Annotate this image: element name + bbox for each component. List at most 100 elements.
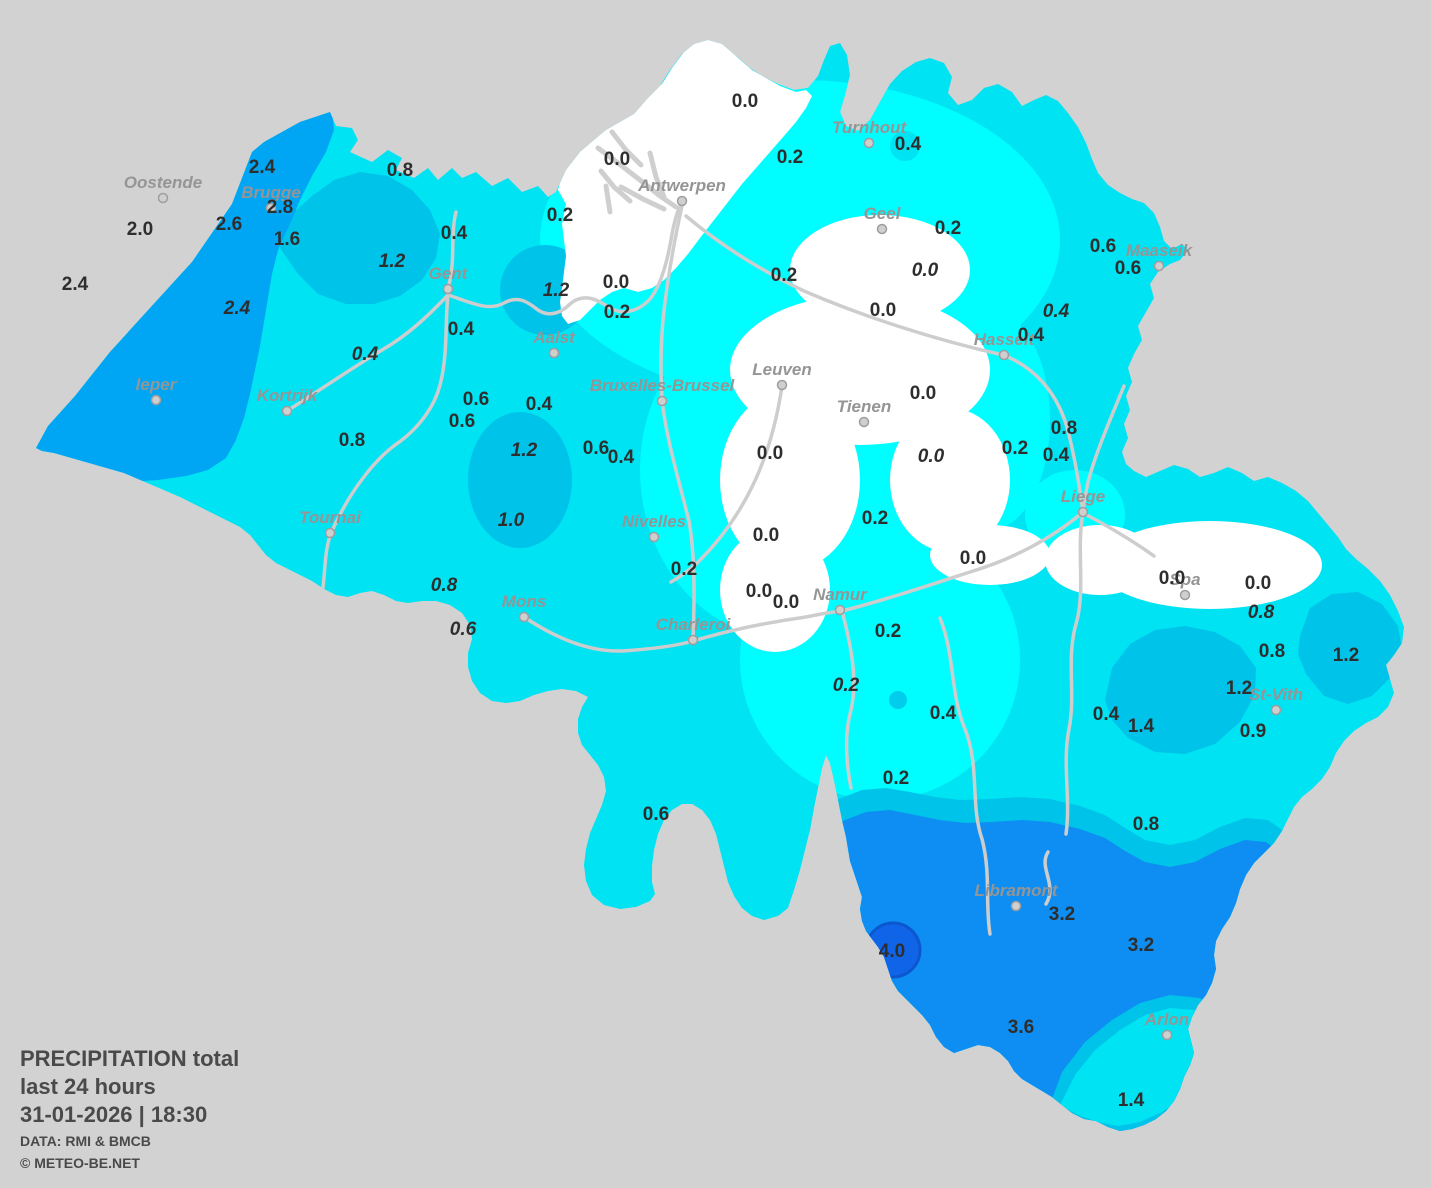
spot-center-south: [889, 691, 907, 709]
precip-value: 2.6: [216, 214, 242, 235]
precip-value: 1.2: [1226, 678, 1252, 699]
map-datetime: 31-01-2026 | 18:30: [20, 1102, 207, 1127]
city-label-gent: Gent: [429, 264, 469, 283]
city-label-hasselt: Hasselt: [974, 330, 1036, 349]
city-marker-leuven: [776, 379, 788, 391]
precip-value: 3.6: [1008, 1017, 1034, 1038]
band-lightblue-east: [1298, 592, 1402, 704]
precip-value: 0.0: [746, 581, 772, 602]
precip-value: 0.2: [935, 218, 961, 239]
precip-value: 0.0: [773, 592, 799, 613]
precip-value: 1.4: [1118, 1090, 1145, 1111]
precip-value: 0.6: [1090, 236, 1116, 257]
city-marker-maaseik: [1153, 260, 1165, 272]
band-azure-west-flanders: [36, 110, 334, 482]
city-marker-bruxelles-brussel: [656, 395, 668, 407]
city-marker-arlon: [1161, 1029, 1173, 1041]
city-marker-ieper: [150, 394, 162, 406]
city-marker-nivelles: [648, 531, 660, 543]
precip-value: 0.6: [463, 389, 489, 410]
city-marker-namur: [834, 604, 846, 616]
precip-value: 0.2: [771, 265, 797, 286]
precip-value: 0.2: [671, 559, 697, 580]
precip-value: 0.9: [1240, 721, 1266, 742]
estuary-channel-4: [618, 184, 667, 212]
precip-value: 0.4: [1018, 325, 1045, 346]
precip-value: 2.4: [223, 298, 251, 319]
precip-value: 0.0: [757, 443, 783, 464]
city-label-leuven: Leuven: [752, 360, 812, 379]
river-ourthe: [1064, 511, 1085, 836]
spot-turnhout: [890, 131, 920, 161]
city-marker-oostende: [157, 192, 169, 204]
precip-value: 0.6: [583, 438, 609, 459]
precip-value: 0.0: [918, 446, 945, 467]
river-meuse-north: [1081, 384, 1126, 514]
precip-value: 0.8: [1051, 418, 1077, 439]
precip-value: 4.0: [879, 941, 905, 962]
precip-value: 0.8: [431, 575, 458, 596]
map-subtitle: last 24 hours: [20, 1074, 156, 1099]
band-lightblue-brugge: [280, 172, 440, 304]
band-white-spa: [1098, 521, 1322, 609]
band-white-antwerp-estuary: [558, 40, 812, 324]
precip-value: 0.0: [604, 149, 630, 170]
precip-value: 0.0: [1245, 573, 1271, 594]
river-vesdre: [1081, 511, 1156, 558]
city-label-libramont: Libramont: [974, 881, 1058, 900]
city-marker-tournai: [324, 527, 336, 539]
precip-value: 2.4: [249, 157, 276, 178]
city-marker-turnhout: [863, 137, 875, 149]
city-marker-tienen: [858, 416, 870, 428]
city-label-nivelles: Nivelles: [622, 512, 686, 531]
band-lightblue-aalst-south: [468, 412, 572, 548]
precip-value: 0.4: [1043, 301, 1070, 322]
precip-value: 1.2: [1333, 645, 1359, 666]
precip-value: 3.2: [1049, 904, 1075, 925]
estuary-channel-2: [609, 129, 644, 168]
precip-value: 0.0: [603, 272, 629, 293]
precip-value: 0.4: [930, 703, 957, 724]
precip-value: 1.0: [498, 510, 525, 531]
city-marker-liege: [1077, 506, 1089, 518]
band-lightblue-stvith: [1105, 626, 1256, 754]
precip-value: 0.4: [1043, 445, 1070, 466]
city-label-spa: Spa: [1169, 570, 1200, 589]
city-label-geel: Geel: [864, 204, 902, 223]
city-marker-gent: [442, 283, 454, 295]
city-label-liege: Liege: [1061, 487, 1105, 506]
precip-value: 0.6: [1115, 258, 1141, 279]
precip-value: 0.8: [387, 160, 413, 181]
city-marker-spa: [1179, 589, 1191, 601]
precip-value: 0.2: [547, 205, 573, 226]
title-block: PRECIPITATION total last 24 hours 31-01-…: [20, 1046, 239, 1171]
river-libramont: [1043, 850, 1052, 906]
city-marker-libramont: [1010, 900, 1022, 912]
precip-value: 0.0: [912, 260, 939, 281]
precip-value: 0.6: [643, 804, 669, 825]
river-scheldt-upper: [329, 293, 450, 535]
city-label-brugge: Brugge: [241, 183, 301, 202]
city-label-kortrijk: Kortrijk: [257, 386, 319, 405]
precip-value: 1.2: [511, 440, 538, 461]
copyright: © METEO-BE.NET: [20, 1155, 140, 1171]
precip-value: 0.4: [895, 134, 922, 155]
precip-value: 0.2: [1002, 438, 1028, 459]
city-marker-antwerpen: [676, 195, 688, 207]
precip-value: 0.0: [910, 383, 936, 404]
city-label-tournai: Tournai: [299, 508, 362, 527]
precip-value: 1.2: [379, 251, 406, 272]
precip-value: 0.8: [339, 430, 365, 451]
city-marker-kortrijk: [281, 405, 293, 417]
precip-value: 0.6: [449, 411, 475, 432]
precip-value: 0.4: [448, 319, 475, 340]
precip-value: 0.4: [352, 344, 379, 365]
precip-value: 2.8: [267, 197, 293, 218]
precip-value: 0.6: [450, 619, 477, 640]
values-layer: 0.0 0.2 0.4 0.0 2.4 0.8 2.8 2.6 2.0 1.6 0.4 1.2 0.2 0…: [62, 91, 1359, 1111]
map-title: PRECIPITATION total: [20, 1046, 239, 1071]
city-marker-charleroi: [687, 634, 699, 646]
precip-value: 0.2: [833, 675, 860, 696]
city-marker-hasselt: [998, 349, 1010, 361]
precip-value: 0.2: [604, 302, 630, 323]
